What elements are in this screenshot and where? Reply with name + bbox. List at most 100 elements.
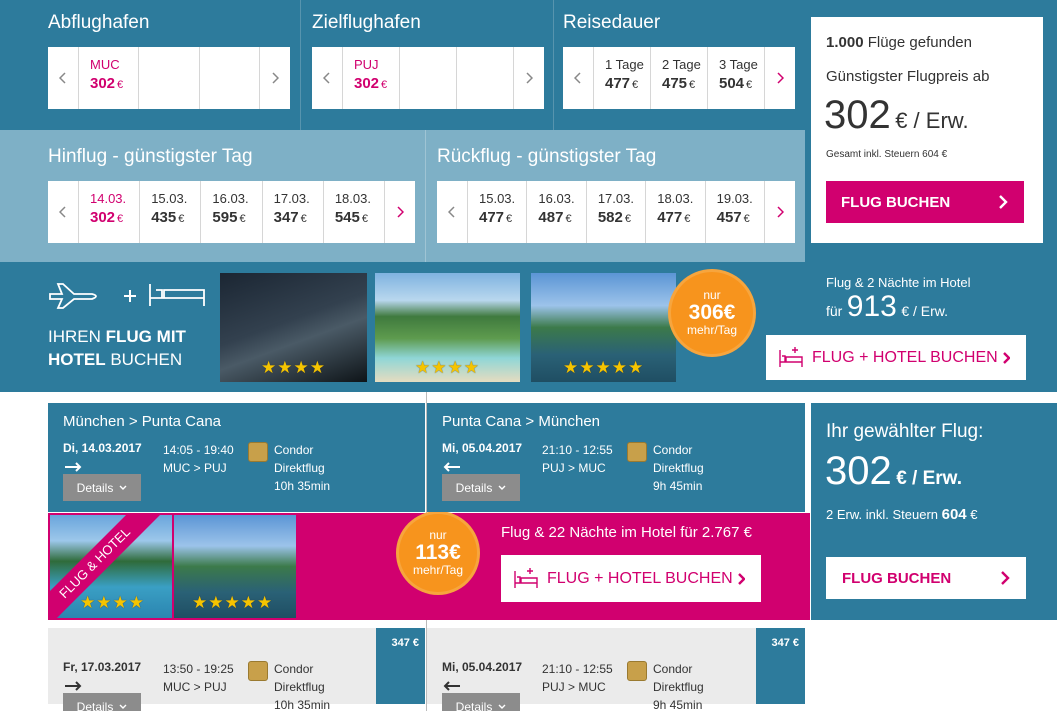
hotel-book-button[interactable]: FLUG + HOTEL BUCHEN <box>501 555 761 602</box>
flight-kind: Direktflug <box>274 680 325 694</box>
selector-cell[interactable] <box>200 47 259 109</box>
badge-bottom: mehr/Tag <box>686 323 738 338</box>
selector-cell[interactable]: 17.03. 582 € <box>587 181 647 243</box>
arrow-left[interactable] <box>48 181 79 243</box>
selector-cell[interactable]: PUJ 302 € <box>343 47 400 109</box>
flight-kind: Direktflug <box>274 461 325 475</box>
chevron-down <box>498 704 506 709</box>
arrow-right[interactable] <box>513 47 544 109</box>
chevron-down <box>119 485 127 490</box>
currency: € <box>239 213 246 225</box>
arrow-left[interactable] <box>48 47 79 109</box>
chevron-right <box>397 206 405 218</box>
price: 302 <box>90 209 116 226</box>
arrow-right[interactable] <box>384 181 415 243</box>
airline-logo <box>248 442 268 462</box>
cell-label: MUC <box>90 57 120 72</box>
selector-cell[interactable] <box>457 47 513 109</box>
selector-cell[interactable]: 1 Tage 477 € <box>594 47 651 109</box>
selector-cell[interactable]: 16.03. 595 € <box>201 181 263 243</box>
selector-cell[interactable]: 16.03. 487 € <box>527 181 587 243</box>
arrow-left[interactable] <box>312 47 343 109</box>
chevron-line <box>526 72 533 84</box>
selector-cell[interactable] <box>139 47 200 109</box>
arrow-right[interactable] <box>258 47 290 109</box>
cell-label: 15.03. <box>151 191 188 206</box>
details-button[interactable]: Details <box>63 693 141 711</box>
book-button[interactable]: FLUG BUCHEN <box>826 181 1024 223</box>
direction-arrow <box>63 459 83 477</box>
book-button[interactable]: FLUG BUCHEN <box>826 557 1026 599</box>
star-rating: ★★★★ <box>80 593 145 613</box>
arrow-right[interactable] <box>764 181 795 243</box>
chevron-left <box>574 72 581 84</box>
alt-flight: Mi, 05.04.2017 21:10 - 12:55 PUJ > MUC Cond… <box>427 628 805 711</box>
chevron-wrap <box>737 572 745 585</box>
chevron-right <box>526 72 533 84</box>
badge-top: nur <box>703 288 721 303</box>
currency: € <box>117 79 124 91</box>
arrow-left[interactable] <box>563 47 594 109</box>
price-unit: € / Erw. <box>895 108 969 133</box>
section-label: Rückflug - günstigster Tag <box>437 146 657 167</box>
flight-time: 13:50 - 19:25 <box>163 662 234 676</box>
star: ★ <box>309 358 326 377</box>
selector-cell[interactable] <box>400 47 457 109</box>
cell-price: 487 € <box>538 209 571 227</box>
flight-time: 14:05 - 19:40 <box>163 443 234 457</box>
arrow-right[interactable] <box>764 47 795 109</box>
selector-cell[interactable]: MUC 302 € <box>79 47 140 109</box>
selector-cell[interactable]: 17.03. 347 € <box>263 181 324 243</box>
details-button[interactable]: Details <box>63 474 141 501</box>
details-chevron <box>119 704 127 710</box>
cell-label: 19.03. <box>716 191 753 206</box>
cell-label: 3 Tage <box>719 57 758 72</box>
chevron-right <box>777 72 784 84</box>
arrow-icon <box>65 681 82 691</box>
details-button[interactable]: Details <box>442 474 520 501</box>
selector-cell[interactable]: 14.03. 302 € <box>79 181 141 243</box>
selector-cell[interactable]: 15.03. 477 € <box>468 181 528 243</box>
star-rating: ★★★★ <box>261 358 326 378</box>
price: 582 <box>597 209 623 226</box>
alt-price: 347 € <box>771 637 799 649</box>
text: FLUG <box>105 327 152 346</box>
details-button[interactable]: Details <box>442 693 520 711</box>
flight-date: Mi, 05.04.2017 <box>442 441 523 455</box>
details-chevron <box>119 485 127 491</box>
price: 475 <box>662 75 688 92</box>
selector-cell[interactable]: 19.03. 457 € <box>706 181 764 243</box>
price: 595 <box>212 209 238 226</box>
price-badge: nur 306€ mehr/Tag <box>671 272 753 354</box>
price-badge: nur 113€ mehr/Tag <box>399 514 477 592</box>
selector: 14.03. 302 € 15.03. 435 €16.03. 595 €17.03. 347 €… <box>48 181 415 243</box>
cell-label: 18.03. <box>334 191 371 206</box>
price: 545 <box>334 209 360 226</box>
selector-cell[interactable]: 3 Tage 504 € <box>708 47 764 109</box>
badge-price: 306€ <box>688 300 736 324</box>
chevron-right <box>738 572 745 585</box>
star-rating: ★★★★ <box>415 358 480 378</box>
details-label: Details <box>455 480 493 495</box>
cell-label: 16.03. <box>538 191 575 206</box>
arrow-left[interactable] <box>437 181 468 243</box>
bed-icon <box>514 567 538 588</box>
flight-date: Mi, 05.04.2017 <box>442 660 523 674</box>
selector-cell[interactable]: 18.03. 477 € <box>646 181 706 243</box>
chevron-down <box>119 704 127 709</box>
price-unit: € / Erw. <box>901 303 948 319</box>
route: München > Punta Cana <box>63 413 222 430</box>
price: 435 <box>151 209 177 226</box>
cell-label: 15.03. <box>479 191 516 206</box>
selector-cell[interactable]: 18.03. 545 € <box>324 181 384 243</box>
for: für <box>826 303 843 319</box>
hotel-book-label: FLUG + HOTEL BUCHEN <box>812 348 998 366</box>
selector-cell[interactable]: 2 Tage 475 € <box>651 47 708 109</box>
hotel-book-button[interactable]: FLUG + HOTEL BUCHEN <box>766 335 1026 380</box>
bed-icon <box>779 346 803 367</box>
airline: Condor <box>653 662 693 676</box>
book-label: FLUG BUCHEN <box>841 193 951 211</box>
currency: € <box>684 213 691 225</box>
chevron-right <box>777 206 785 218</box>
selector-cell[interactable]: 15.03. 435 € <box>140 181 202 243</box>
